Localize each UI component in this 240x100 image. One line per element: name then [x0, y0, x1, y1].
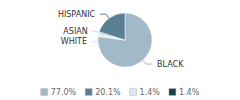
svg-text:ASIAN: ASIAN	[63, 27, 87, 36]
svg-text:1.4%: 1.4%	[179, 88, 200, 97]
svg-text:WHITE: WHITE	[61, 37, 87, 46]
svg-text:HISPANIC: HISPANIC	[58, 10, 96, 19]
svg-text:1.4%: 1.4%	[140, 88, 161, 97]
svg-text:77.0%: 77.0%	[51, 88, 77, 97]
svg-text:BLACK: BLACK	[157, 60, 184, 69]
svg-text:20.1%: 20.1%	[95, 88, 121, 97]
